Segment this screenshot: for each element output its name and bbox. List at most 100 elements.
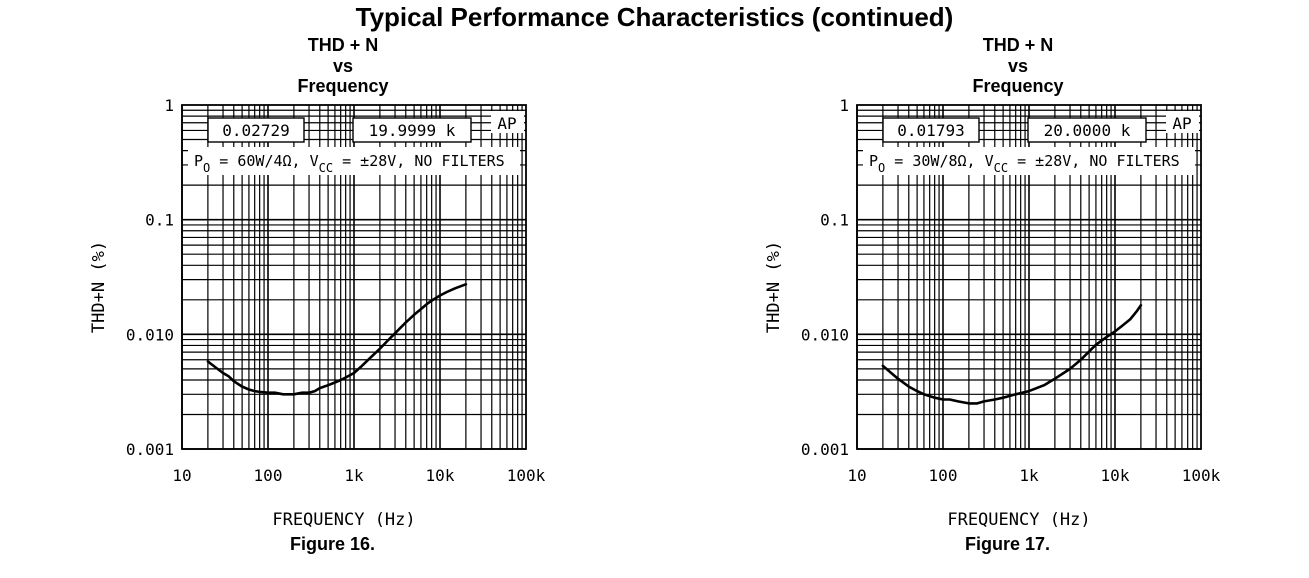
ap-mark-bg <box>1166 111 1199 133</box>
ap-mark: AP <box>1172 114 1191 133</box>
data-point <box>1088 350 1090 352</box>
chart-title-line-3: Frequency <box>297 76 389 96</box>
x-tick-label: 10k <box>1101 466 1130 485</box>
data-point <box>293 393 295 395</box>
data-point <box>446 291 448 293</box>
x-tick-label: 100 <box>929 466 958 485</box>
x-tick-label: 100 <box>254 466 283 485</box>
chart-title-line-2: vs <box>1007 55 1029 76</box>
data-point <box>405 321 407 323</box>
y-axis-label: THD+N (%) <box>764 241 784 333</box>
readout-box-2 <box>1027 117 1147 143</box>
y-tick-label: 0.010 <box>126 325 174 344</box>
figure-caption-2: Figure 17. <box>965 534 1051 554</box>
data-point <box>426 303 428 305</box>
plot-frame <box>181 104 527 450</box>
data-point <box>439 294 441 297</box>
x-tick-label: 1k <box>1019 466 1039 485</box>
data-point <box>968 402 970 404</box>
chart-title-line-1: THD + N <box>982 35 1054 55</box>
data-point <box>340 379 342 381</box>
data-point <box>908 386 910 388</box>
chart-title-line-3: Frequency <box>972 76 1064 96</box>
page-title: Typical Performance Characteristics (con… <box>355 2 954 32</box>
data-point <box>379 348 381 350</box>
data-point <box>1069 368 1071 370</box>
readout-box-1 <box>207 117 305 143</box>
data-point <box>387 339 389 341</box>
data-point <box>228 375 230 377</box>
data-point <box>1136 310 1138 312</box>
data-point <box>1129 318 1131 320</box>
figure-caption-1: Figure 16. <box>290 534 376 554</box>
chart-title-line-1: THD + N <box>307 35 379 55</box>
data-point <box>983 400 985 402</box>
data-point <box>1140 304 1142 306</box>
thd-vs-frequency-chart-1: 0.02729 19.9999 k AP PO = 60W/4Ω, VCC = ±28… <box>89 96 546 530</box>
chart-title-2: THD + N vs Frequency <box>918 35 1118 97</box>
readout-value-2: 20.0000 k <box>1044 121 1131 140</box>
conditions-bg <box>863 147 1195 175</box>
y-tick-label: 1 <box>839 96 849 115</box>
data-point <box>267 392 269 394</box>
data-point <box>897 378 899 380</box>
data-point <box>254 390 256 392</box>
data-point <box>1080 359 1082 361</box>
data-point <box>314 390 316 392</box>
data-point <box>413 314 415 316</box>
y-tick-label: 0.010 <box>801 325 849 344</box>
readout-value-1: 0.01793 <box>897 121 964 140</box>
data-point <box>1043 384 1045 386</box>
data-point <box>976 402 978 404</box>
data-point <box>368 358 370 360</box>
x-tick-label: 10k <box>426 466 455 485</box>
y-tick-label: 0.001 <box>801 440 849 459</box>
data-point <box>1002 397 1004 399</box>
data-point <box>465 283 467 285</box>
data-point <box>233 380 235 382</box>
chart-title-1: THD + N vs Frequency <box>243 35 443 97</box>
x-tick-label: 10 <box>847 466 866 485</box>
data-point <box>454 287 456 289</box>
data-point <box>282 393 284 395</box>
data-point <box>923 393 925 395</box>
plot-frame <box>856 104 1202 450</box>
x-axis-label: FREQUENCY (Hz) <box>947 510 1090 530</box>
data-point <box>934 397 936 399</box>
data-point <box>353 372 355 374</box>
data-point <box>360 366 362 368</box>
data-point <box>308 392 310 394</box>
data-point <box>916 390 918 392</box>
readout-box-2 <box>352 117 472 143</box>
y-tick-label: 1 <box>164 96 174 115</box>
series-line-thd-n <box>206 282 468 396</box>
data-point <box>222 372 224 374</box>
data-point <box>957 400 959 402</box>
data-point <box>1028 390 1030 392</box>
x-tick-label: 10 <box>172 466 191 485</box>
data-point <box>1106 336 1108 338</box>
data-point <box>1054 378 1056 380</box>
data-point <box>345 376 347 379</box>
conditions-bg <box>188 147 520 175</box>
data-point <box>207 360 209 363</box>
data-point <box>1095 344 1097 346</box>
data-point <box>1114 330 1116 332</box>
x-tick-label: 1k <box>344 466 364 485</box>
data-point <box>301 392 303 394</box>
readout-value-2: 19.9999 k <box>369 121 456 140</box>
test-conditions: PO = 60W/4Ω, VCC = ±28V, NO FILTERS <box>194 152 505 175</box>
readout-box-1 <box>882 117 980 143</box>
data-point <box>215 367 217 369</box>
ap-mark: AP <box>497 114 516 133</box>
data-point <box>949 398 951 401</box>
y-tick-label: 0.1 <box>145 211 174 230</box>
chart-title-line-2: vs <box>332 55 354 76</box>
ap-mark-bg <box>491 111 524 133</box>
data-point <box>431 300 433 302</box>
data-point <box>394 332 396 334</box>
thd-vs-frequency-chart-2: 0.01793 20.0000 k AP PO = 30W/8Ω, VCC = ±28… <box>764 96 1221 530</box>
y-tick-label: 0.001 <box>126 440 174 459</box>
data-point <box>1121 325 1123 327</box>
data-point <box>882 365 884 367</box>
